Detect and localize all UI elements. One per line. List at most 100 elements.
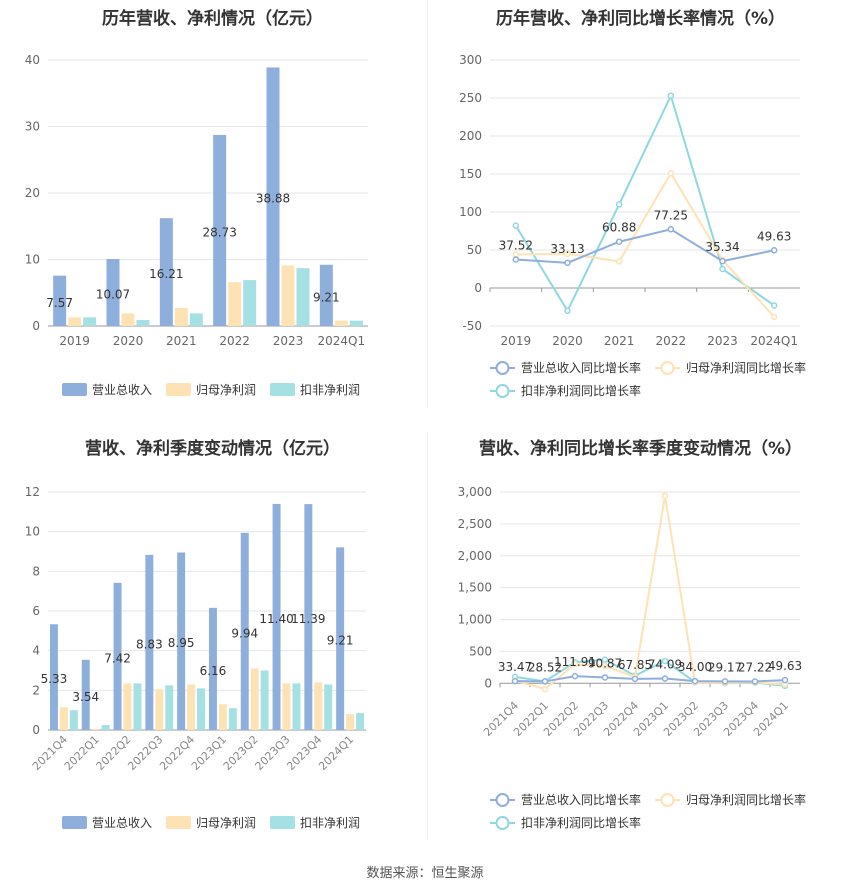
legend-label: 扣非净利润同比增长率: [521, 815, 641, 830]
legend-swatch: [270, 383, 295, 396]
y-tick-label: 8: [32, 564, 40, 578]
bar-0: [106, 259, 120, 326]
data-point-0: [781, 676, 789, 684]
bar-1: [187, 684, 196, 730]
bar-2: [228, 708, 237, 730]
panel-divider: [427, 0, 428, 408]
x-tick-label: 2022: [656, 334, 687, 348]
bar-1: [123, 683, 132, 730]
data-point-0: [511, 677, 519, 685]
bar-0: [266, 67, 280, 326]
series-line-0: [514, 675, 786, 683]
legend-label: 扣非净利润同比增长率: [521, 383, 641, 398]
x-tick-label: 2021: [166, 334, 197, 348]
bar-0: [319, 264, 333, 326]
data-label: 49.63: [757, 229, 791, 243]
y-tick-label: 0: [474, 281, 482, 295]
bar-2: [349, 320, 363, 326]
bar-1: [346, 714, 355, 730]
data-label: 111.91: [554, 655, 596, 669]
legend-marker: [495, 361, 510, 375]
data-label: 77.25: [654, 208, 688, 222]
y-tick-label: 10: [25, 525, 40, 539]
bar-0: [159, 218, 173, 326]
data-point-0: [667, 226, 675, 233]
legend-marker: [660, 793, 675, 807]
y-tick-label: 2,000: [458, 549, 492, 563]
data-point-0: [661, 675, 669, 682]
quarterly-value-panel: 营收、净利季度变动情况（亿元） 0 2 4 6 8 10 12 5.33 2021Q4 3.54 2…: [0, 432, 425, 862]
bar-0: [272, 503, 281, 730]
legend-marker: [660, 361, 675, 375]
data-label: 67.85: [618, 658, 652, 672]
bar-2: [296, 268, 310, 326]
data-label: 33.13: [550, 242, 584, 256]
legend-swatch: [270, 816, 295, 829]
panel-divider: [427, 432, 428, 840]
bar-2: [165, 685, 174, 730]
data-label: 11.39: [291, 612, 325, 626]
bar-1: [174, 308, 188, 326]
bar-2: [260, 670, 269, 730]
data-label: 28.52: [528, 660, 562, 674]
data-label: 8.83: [136, 637, 163, 651]
data-label: 9.94: [231, 626, 258, 640]
bar-2: [136, 320, 150, 326]
y-tick-label: 6: [32, 604, 40, 618]
data-point-0: [615, 238, 623, 245]
x-tick-label: 2022: [219, 334, 250, 348]
x-tick-label: 2024Q1: [750, 334, 798, 348]
data-point-1: [601, 662, 609, 670]
bar-0: [213, 134, 227, 326]
legend-label: 归母净利润同比增长率: [686, 792, 806, 807]
chart-title: 历年营收、净利同比增长率情况（%）: [495, 9, 786, 29]
y-tick-label: 2,500: [458, 517, 492, 531]
legend-swatch: [166, 383, 191, 396]
data-label: 11.40: [259, 612, 293, 626]
y-tick-label: 500: [469, 644, 492, 658]
data-point-2: [719, 265, 726, 273]
data-point-0: [721, 678, 729, 685]
data-point-0: [751, 678, 759, 685]
data-point-2: [512, 222, 520, 229]
data-label: 9.21: [313, 290, 340, 304]
y-tick-label: 300: [459, 53, 482, 67]
data-point-1: [541, 685, 549, 693]
data-point-1: [661, 492, 669, 500]
data-point-1: [615, 258, 623, 265]
data-label: 49.63: [768, 659, 802, 673]
legend-marker: [495, 793, 510, 807]
legend-label: 营业总收入: [92, 816, 152, 830]
data-label: 90.87: [588, 656, 622, 670]
y-tick-label: 0: [484, 676, 492, 690]
y-tick-label: 0: [32, 319, 40, 333]
data-label: 35.34: [705, 240, 739, 254]
data-label: 60.88: [602, 221, 636, 235]
data-label: 74.09: [648, 658, 682, 672]
x-tick-label: 2020: [552, 334, 583, 348]
x-tick-label: 2020: [113, 334, 144, 348]
legend-swatch: [62, 816, 87, 829]
data-point-2: [564, 307, 571, 315]
bar-1: [91, 729, 100, 730]
bar-1: [281, 265, 295, 326]
chart-title: 营收、净利同比增长率季度变动情况（%）: [478, 439, 803, 459]
data-point-2: [615, 201, 623, 208]
data-label: 33.47: [498, 660, 532, 674]
y-tick-label: 3,000: [458, 485, 492, 499]
legend-swatch: [62, 383, 87, 396]
data-label: 27.22: [738, 661, 772, 675]
bar-0: [177, 552, 186, 730]
y-tick-label: 1,000: [458, 613, 492, 627]
y-tick-label: 100: [459, 205, 482, 219]
data-label: 29.17: [708, 660, 742, 674]
data-point-0: [770, 247, 778, 254]
data-label: 34.00: [678, 660, 712, 674]
y-tick-label: 12: [25, 485, 40, 499]
data-label: 6.16: [200, 664, 227, 678]
legend-label: 营业总收入: [92, 383, 152, 397]
chart-title: 历年营收、净利情况（亿元）: [102, 9, 323, 29]
legend-label: 扣非净利润: [300, 816, 360, 830]
legend-marker: [495, 384, 510, 398]
annual-value-panel: 历年营收、净利情况（亿元） 0 10 20 30 40 7.57 2019 10.07 2020…: [0, 0, 425, 430]
